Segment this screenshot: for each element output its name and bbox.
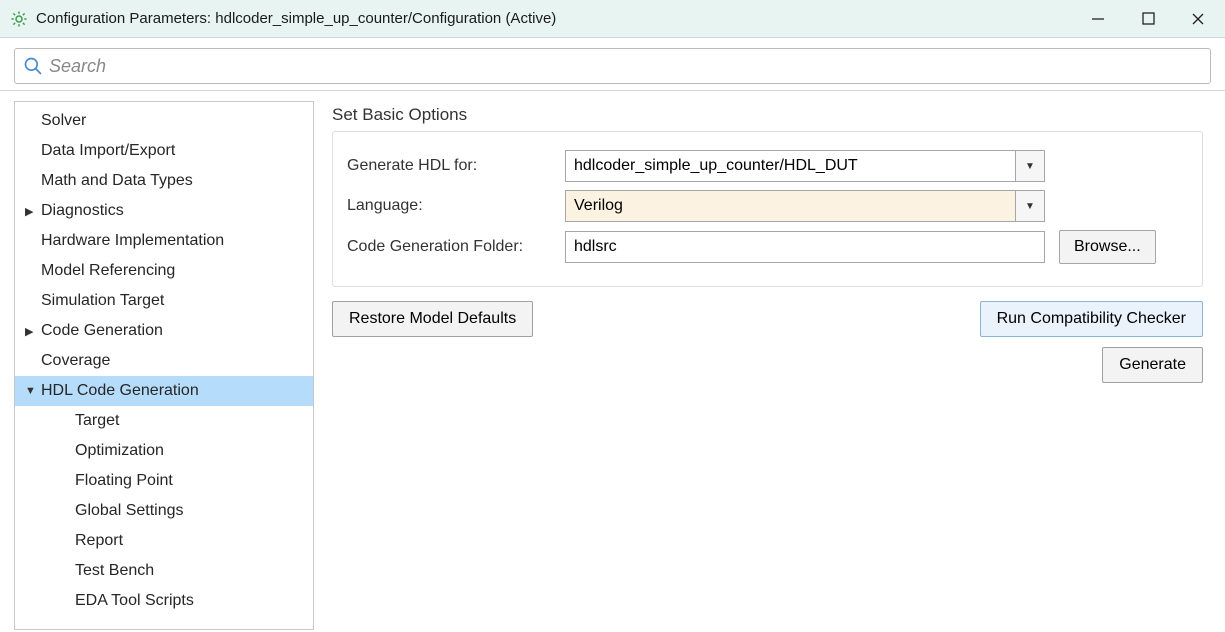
row-language: Language: ▼ — [347, 190, 1188, 222]
sidebar-item-hdl-code-generation[interactable]: ▼HDL Code Generation — [15, 376, 313, 406]
sidebar-item-label: Hardware Implementation — [41, 232, 224, 250]
sidebar-item-label: Coverage — [41, 352, 110, 370]
sidebar-item-floating-point[interactable]: Floating Point — [15, 466, 313, 496]
dropdown-arrow-icon[interactable]: ▼ — [1015, 190, 1045, 222]
sidebar-item-label: Code Generation — [41, 322, 163, 340]
search-input[interactable] — [49, 56, 1202, 77]
browse-button[interactable]: Browse... — [1059, 230, 1156, 264]
sidebar-item-solver[interactable]: Solver — [15, 106, 313, 136]
sidebar-item-label: Global Settings — [75, 502, 184, 520]
sidebar-item-code-generation[interactable]: ▶Code Generation — [15, 316, 313, 346]
sidebar-item-coverage[interactable]: Coverage — [15, 346, 313, 376]
language-label: Language: — [347, 197, 565, 215]
generate-hdl-combo[interactable]: ▼ — [565, 150, 1045, 182]
sidebar-item-target[interactable]: Target — [15, 406, 313, 436]
sidebar-item-global-settings[interactable]: Global Settings — [15, 496, 313, 526]
sidebar-item-label: Diagnostics — [41, 202, 124, 220]
search-row — [0, 38, 1225, 91]
sidebar-item-label: Simulation Target — [41, 292, 164, 310]
language-input[interactable] — [565, 190, 1015, 222]
body: Solver Data Import/Export Math and Data Ty… — [0, 91, 1225, 630]
close-icon[interactable] — [1189, 10, 1207, 28]
right-actions: Run Compatibility Checker Generate — [980, 301, 1203, 383]
basic-options-fieldset: Generate HDL for: ▼ Language: ▼ Code Gen… — [332, 131, 1203, 287]
sidebar-item-label: Report — [75, 532, 123, 550]
dropdown-arrow-icon[interactable]: ▼ — [1015, 150, 1045, 182]
section-title: Set Basic Options — [332, 105, 1203, 125]
window-controls — [1089, 10, 1215, 28]
row-generate-hdl: Generate HDL for: ▼ — [347, 150, 1188, 182]
main-panel: Set Basic Options Generate HDL for: ▼ La… — [314, 91, 1225, 630]
sidebar-item-label: Optimization — [75, 442, 164, 460]
caret-right-icon[interactable]: ▶ — [25, 205, 39, 218]
sidebar-item-label: EDA Tool Scripts — [75, 592, 194, 610]
titlebar: Configuration Parameters: hdlcoder_simpl… — [0, 0, 1225, 38]
sidebar-item-label: Floating Point — [75, 472, 173, 490]
sidebar-item-label: Data Import/Export — [41, 142, 175, 160]
sidebar-item-report[interactable]: Report — [15, 526, 313, 556]
minimize-icon[interactable] — [1089, 10, 1107, 28]
action-row: Restore Model Defaults Run Compatibility… — [332, 301, 1203, 383]
folder-label: Code Generation Folder: — [347, 238, 565, 256]
sidebar-item-label: Solver — [41, 112, 86, 130]
sidebar-item-label: HDL Code Generation — [41, 382, 199, 400]
sidebar-item-hardware-implementation[interactable]: Hardware Implementation — [15, 226, 313, 256]
sidebar-item-test-bench[interactable]: Test Bench — [15, 556, 313, 586]
generate-hdl-label: Generate HDL for: — [347, 157, 565, 175]
sidebar-item-data-import-export[interactable]: Data Import/Export — [15, 136, 313, 166]
sidebar-item-math-and-data-types[interactable]: Math and Data Types — [15, 166, 313, 196]
generate-button[interactable]: Generate — [1102, 347, 1203, 383]
search-icon — [23, 56, 43, 76]
sidebar: Solver Data Import/Export Math and Data Ty… — [14, 101, 314, 630]
search-field-wrap[interactable] — [14, 48, 1211, 84]
sidebar-item-label: Math and Data Types — [41, 172, 193, 190]
sidebar-item-label: Target — [75, 412, 119, 430]
sidebar-item-model-referencing[interactable]: Model Referencing — [15, 256, 313, 286]
sidebar-item-eda-tool-scripts[interactable]: EDA Tool Scripts — [15, 586, 313, 616]
run-compatibility-checker-button[interactable]: Run Compatibility Checker — [980, 301, 1203, 337]
sidebar-item-label: Test Bench — [75, 562, 154, 580]
sidebar-item-optimization[interactable]: Optimization — [15, 436, 313, 466]
window-title: Configuration Parameters: hdlcoder_simpl… — [36, 10, 1089, 27]
sidebar-item-diagnostics[interactable]: ▶Diagnostics — [15, 196, 313, 226]
generate-hdl-input[interactable] — [565, 150, 1015, 182]
sidebar-item-label: Model Referencing — [41, 262, 175, 280]
caret-down-icon[interactable]: ▼ — [25, 385, 39, 397]
folder-input[interactable] — [565, 231, 1045, 263]
caret-right-icon[interactable]: ▶ — [25, 325, 39, 338]
restore-defaults-button[interactable]: Restore Model Defaults — [332, 301, 533, 337]
sidebar-item-simulation-target[interactable]: Simulation Target — [15, 286, 313, 316]
maximize-icon[interactable] — [1139, 10, 1157, 28]
gear-icon — [10, 10, 28, 28]
row-folder: Code Generation Folder: Browse... — [347, 230, 1188, 264]
language-combo[interactable]: ▼ — [565, 190, 1045, 222]
